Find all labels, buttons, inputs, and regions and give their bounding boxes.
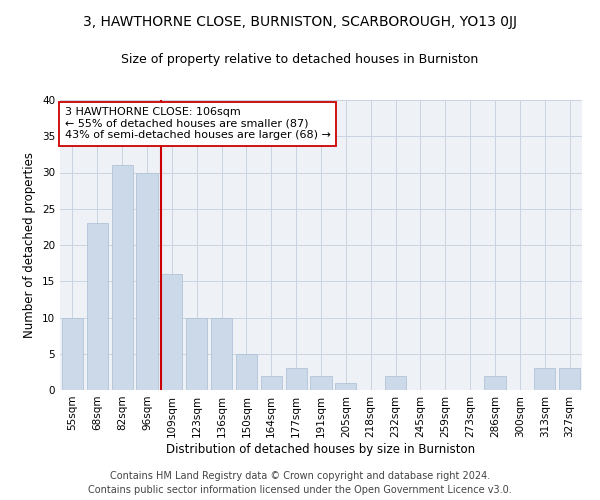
Bar — [161, 274, 182, 390]
Bar — [211, 318, 232, 390]
Bar — [236, 354, 257, 390]
Text: Contains HM Land Registry data © Crown copyright and database right 2024.
Contai: Contains HM Land Registry data © Crown c… — [88, 471, 512, 495]
Bar — [87, 223, 108, 390]
X-axis label: Distribution of detached houses by size in Burniston: Distribution of detached houses by size … — [166, 442, 476, 456]
Text: 3, HAWTHORNE CLOSE, BURNISTON, SCARBOROUGH, YO13 0JJ: 3, HAWTHORNE CLOSE, BURNISTON, SCARBOROU… — [83, 15, 517, 29]
Y-axis label: Number of detached properties: Number of detached properties — [23, 152, 37, 338]
Bar — [62, 318, 83, 390]
Text: 3 HAWTHORNE CLOSE: 106sqm
← 55% of detached houses are smaller (87)
43% of semi-: 3 HAWTHORNE CLOSE: 106sqm ← 55% of detac… — [65, 108, 331, 140]
Text: Size of property relative to detached houses in Burniston: Size of property relative to detached ho… — [121, 52, 479, 66]
Bar — [534, 368, 555, 390]
Bar — [112, 165, 133, 390]
Bar — [136, 172, 158, 390]
Bar — [261, 376, 282, 390]
Bar — [310, 376, 332, 390]
Bar — [286, 368, 307, 390]
Bar — [335, 383, 356, 390]
Bar — [559, 368, 580, 390]
Bar — [385, 376, 406, 390]
Bar — [186, 318, 207, 390]
Bar — [484, 376, 506, 390]
